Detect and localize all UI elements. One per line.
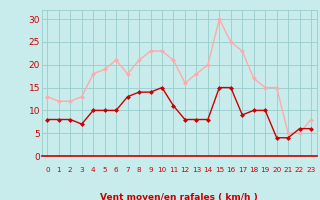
X-axis label: Vent moyen/en rafales ( km/h ): Vent moyen/en rafales ( km/h ) bbox=[100, 193, 258, 200]
